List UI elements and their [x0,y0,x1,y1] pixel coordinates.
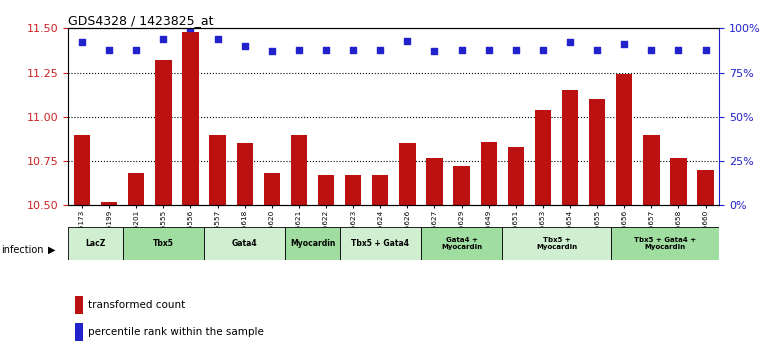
Point [591,47,603,52]
Bar [237,143,253,205]
Bar [74,135,90,205]
Bar [502,227,610,260]
Bar [562,90,578,205]
Bar [670,158,686,205]
Bar [643,135,660,205]
Bar [155,60,171,205]
Text: Tbx5: Tbx5 [153,239,174,248]
Point [482,47,495,52]
Bar [610,227,719,260]
Text: GDS4328 / 1423825_at: GDS4328 / 1423825_at [68,14,214,27]
Point [266,48,278,54]
Bar [616,74,632,205]
Text: transformed count: transformed count [88,299,185,310]
Point [158,36,170,42]
Bar [400,143,416,205]
Text: Tbx5 + Gata4: Tbx5 + Gata4 [352,239,409,248]
Bar [697,170,714,205]
Text: percentile rank within the sample: percentile rank within the sample [88,327,264,337]
Bar [75,296,84,314]
Point [76,40,88,45]
Text: Tbx5 + Gata4 +
Myocardin: Tbx5 + Gata4 + Myocardin [634,237,696,250]
Bar [426,158,443,205]
Point [184,25,196,31]
Point [537,47,549,52]
Point [212,36,224,42]
Point [428,48,441,54]
Point [374,47,387,52]
Text: Tbx5 +
Myocardin: Tbx5 + Myocardin [536,237,577,250]
Point [456,47,468,52]
Text: Gata4: Gata4 [232,239,257,248]
Point [347,47,359,52]
Bar [345,175,361,205]
Point [130,47,142,52]
Bar [318,175,334,205]
Bar [101,202,117,205]
Bar [209,135,226,205]
Bar [508,147,524,205]
Point [699,47,712,52]
Point [618,41,630,47]
Bar [128,173,145,205]
Bar [421,227,502,260]
Point [401,38,413,44]
Bar [123,227,204,260]
Bar [454,166,470,205]
Point [293,47,305,52]
Text: infection: infection [2,245,44,255]
Bar [68,227,123,260]
Text: Gata4 +
Myocardin: Gata4 + Myocardin [441,237,482,250]
Text: Myocardin: Myocardin [290,239,335,248]
Bar [339,227,421,260]
Bar [264,173,280,205]
Point [645,47,658,52]
Point [103,47,115,52]
Point [673,47,685,52]
Bar [183,32,199,205]
Point [320,47,332,52]
Bar [372,175,388,205]
Text: LacZ: LacZ [85,239,106,248]
Bar [481,142,497,205]
Bar [285,227,339,260]
Bar [291,135,307,205]
Bar [589,99,605,205]
Point [564,40,576,45]
Point [239,43,251,49]
Point [510,47,522,52]
Text: ▶: ▶ [48,245,56,255]
Bar [204,227,285,260]
Bar [75,323,84,341]
Bar [535,110,551,205]
